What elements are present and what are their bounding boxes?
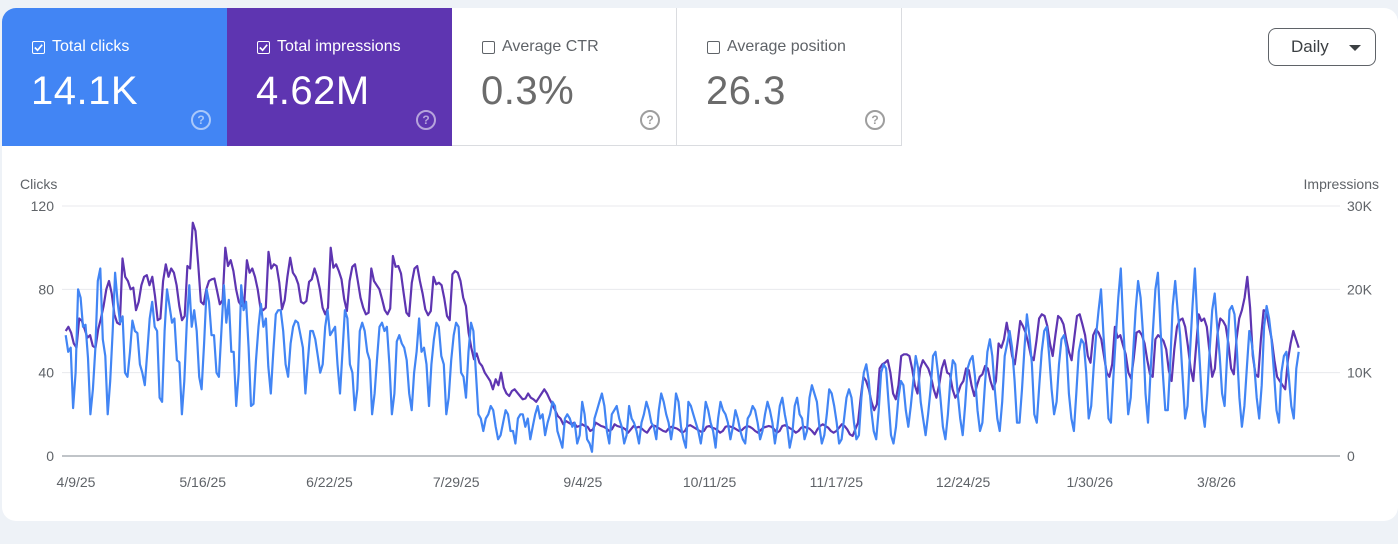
right-axis-tick-label: 30K <box>1347 198 1373 214</box>
checkbox-checked-icon[interactable] <box>257 40 270 54</box>
metric-label: Average position <box>727 38 846 55</box>
right-axis-title: Impressions <box>1303 176 1379 192</box>
checkbox-unchecked-icon[interactable] <box>707 40 720 54</box>
metric-card-total-impressions[interactable]: Total impressions 4.62M ? <box>227 8 452 146</box>
x-axis-tick-label: 9/4/25 <box>563 474 602 490</box>
performance-panel: Total clicks 14.1K ? Total impressions 4… <box>2 8 1398 521</box>
x-axis-tick-label: 4/9/25 <box>57 474 96 490</box>
left-axis-tick-label: 0 <box>46 448 54 464</box>
caret-down-icon <box>1349 45 1361 51</box>
left-axis-title: Clicks <box>20 176 58 192</box>
metric-value: 26.3 <box>706 69 786 113</box>
metric-card-total-clicks[interactable]: Total clicks 14.1K ? <box>2 8 227 146</box>
x-axis-tick-label: 6/22/25 <box>306 474 353 490</box>
x-axis-tick-label: 11/17/25 <box>810 474 864 490</box>
x-axis-tick-label: 3/8/26 <box>1197 474 1236 490</box>
checkbox-checked-icon[interactable] <box>32 40 45 54</box>
help-icon[interactable]: ? <box>191 110 211 130</box>
x-axis-tick-label: 5/16/25 <box>179 474 226 490</box>
left-axis-tick-label: 40 <box>38 365 54 381</box>
series-line-clicks <box>64 267 1300 453</box>
right-axis-tick-label: 0 <box>1347 448 1355 464</box>
left-axis-tick-label: 120 <box>31 198 55 214</box>
x-axis-tick-label: 10/11/25 <box>683 474 737 490</box>
metric-card-average-ctr[interactable]: Average CTR 0.3% ? <box>452 8 677 146</box>
granularity-dropdown[interactable]: Daily <box>1268 28 1376 66</box>
right-axis-tick-label: 20K <box>1347 281 1373 297</box>
metric-value: 0.3% <box>481 69 575 113</box>
performance-chart: 0 0 40 10K 80 20K 120 30K 4/9/25 5/16/25 6/22/25 7/… <box>31 198 1373 490</box>
metric-value: 14.1K <box>31 69 139 113</box>
metric-label: Average CTR <box>502 38 599 55</box>
checkbox-unchecked-icon[interactable] <box>482 40 495 54</box>
metric-label: Total impressions <box>277 38 401 55</box>
help-icon[interactable]: ? <box>640 110 660 130</box>
x-axis-tick-label: 7/29/25 <box>433 474 480 490</box>
metric-card-average-position[interactable]: Average position 26.3 ? <box>677 8 902 146</box>
help-icon[interactable]: ? <box>416 110 436 130</box>
left-axis-tick-label: 80 <box>38 281 54 297</box>
metric-label: Total clicks <box>52 38 130 55</box>
x-axis-tick-label: 1/30/26 <box>1066 474 1113 490</box>
metric-cards: Total clicks 14.1K ? Total impressions 4… <box>2 8 902 146</box>
granularity-selected: Daily <box>1291 37 1329 56</box>
metric-value: 4.62M <box>256 69 370 113</box>
help-icon[interactable]: ? <box>865 110 885 130</box>
right-axis-tick-label: 10K <box>1347 365 1373 381</box>
x-axis-tick-label: 12/24/25 <box>936 474 991 490</box>
